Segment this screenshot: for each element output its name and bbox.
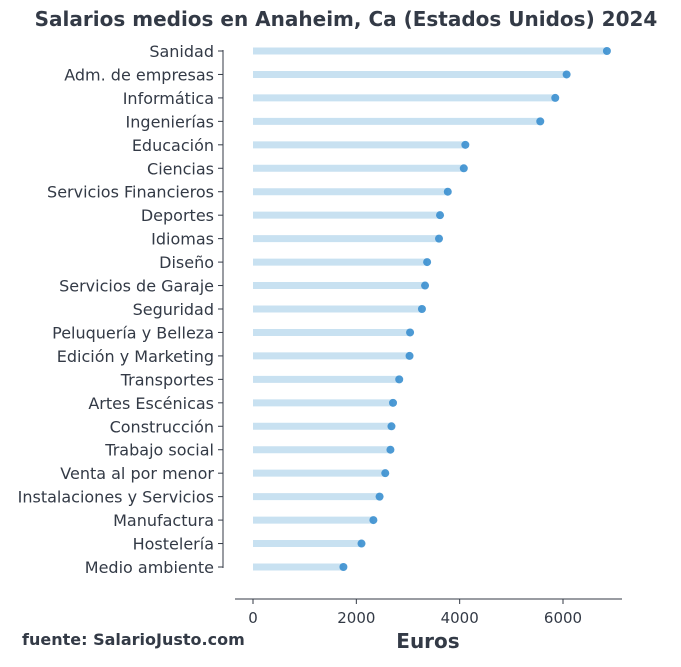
data-point-22 — [339, 563, 348, 571]
data-point-5 — [459, 164, 468, 173]
x-tick-label-2: 4000 — [441, 609, 479, 627]
category-label-21: Hostelería — [133, 535, 214, 554]
data-point-21 — [357, 539, 366, 548]
data-point-1 — [562, 70, 571, 79]
category-label-2: Informática — [123, 89, 214, 108]
category-label-12: Peluquería y Belleza — [52, 323, 214, 342]
category-label-3: Ingenierías — [126, 112, 214, 131]
data-point-17 — [386, 445, 395, 454]
data-point-19 — [375, 492, 384, 501]
data-point-13 — [405, 351, 414, 360]
data-point-20 — [369, 516, 378, 525]
data-point-15 — [389, 398, 398, 407]
category-label-1: Adm. de empresas — [64, 65, 214, 84]
chart-title: Salarios medios en Anaheim, Ca (Estados … — [35, 7, 658, 31]
plot-area: Sanidad Adm. de empresas Informática Ingeni… — [18, 42, 611, 577]
data-point-4 — [461, 140, 470, 149]
data-point-3 — [536, 117, 545, 126]
data-point-6 — [443, 187, 452, 196]
x-tick-label-1: 2000 — [337, 609, 375, 627]
category-label-17: Trabajo social — [104, 441, 214, 460]
data-point-11 — [417, 305, 426, 313]
category-label-13: Edición y Marketing — [57, 347, 214, 366]
data-point-0 — [602, 47, 611, 55]
data-point-8 — [435, 234, 443, 243]
data-point-2 — [551, 93, 560, 102]
category-label-4: Educación — [132, 136, 214, 155]
category-label-11: Seguridad — [133, 300, 214, 319]
data-point-7 — [436, 211, 445, 220]
category-label-0: Sanidad — [149, 42, 214, 61]
category-label-5: Ciencias — [147, 159, 214, 178]
x-axis-title: Euros — [396, 629, 459, 653]
category-label-15: Artes Escénicas — [88, 394, 214, 413]
data-point-12 — [406, 328, 415, 337]
data-point-10 — [421, 281, 430, 290]
category-label-16: Construcción — [110, 417, 214, 436]
category-label-7: Deportes — [141, 206, 214, 225]
data-point-16 — [387, 422, 396, 431]
x-tick-label-0: 0 — [248, 609, 258, 627]
category-label-19: Instalaciones y Servicios — [18, 488, 214, 507]
category-label-10: Servicios de Garaje — [59, 277, 214, 296]
category-label-6: Servicios Financieros — [47, 183, 214, 202]
x-tick-label-3: 6000 — [544, 609, 582, 627]
category-label-18: Venta al por menor — [60, 464, 214, 483]
category-label-14: Transportes — [120, 370, 214, 389]
data-point-18 — [381, 469, 390, 478]
data-point-14 — [395, 375, 404, 384]
category-label-22: Medio ambiente — [85, 558, 214, 577]
category-label-20: Manufactura — [113, 511, 214, 530]
x-axis-ticks: 0 2000 4000 6000 — [248, 599, 582, 627]
category-label-9: Diseño — [159, 253, 214, 272]
data-point-9 — [423, 258, 432, 267]
category-label-8: Idiomas — [151, 230, 214, 249]
source-label: fuente: SalarioJusto.com — [22, 630, 245, 649]
